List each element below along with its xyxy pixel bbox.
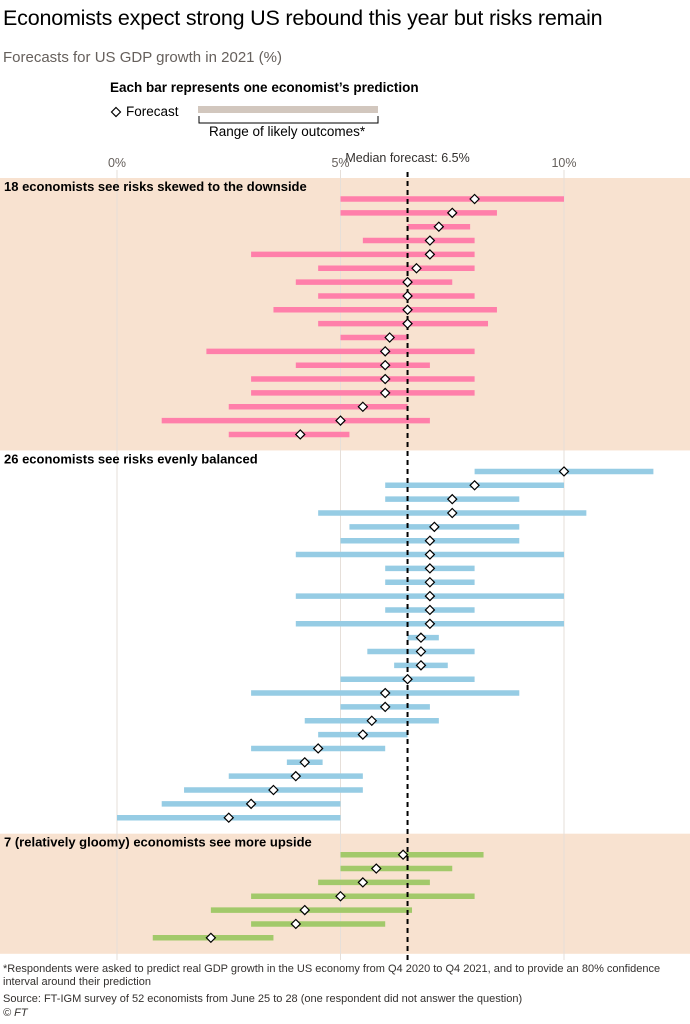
footnote: *Respondents were asked to predict real … [3, 963, 661, 988]
forecast-marker [424, 576, 436, 588]
forecast-marker [379, 701, 391, 713]
forecast-marker [415, 632, 427, 643]
forecast-marker [379, 687, 391, 699]
forecast-marker [384, 332, 396, 343]
chart-subtitle: Forecasts for US GDP growth in 2021 (%) [3, 49, 282, 66]
forecast-marker [411, 262, 422, 274]
forecast-marker [402, 290, 413, 302]
forecast-marker [469, 479, 480, 491]
forecast-marker [205, 932, 217, 944]
forecast-marker [268, 784, 279, 796]
forecast-marker [424, 563, 436, 574]
group-label-balanced: 26 economists see risks evenly balanced [4, 451, 258, 466]
forecast-marker [357, 877, 369, 888]
forecast-marker [424, 549, 436, 560]
forecast-marker [379, 373, 391, 385]
forecast-marker [370, 863, 382, 874]
range-dot-chart: 0%0%5%5%10%10%18 economists see risks sk… [0, 106, 690, 960]
forecast-marker [397, 849, 409, 861]
forecast-marker [379, 346, 391, 357]
forecast-marker [299, 904, 311, 916]
legend-range-label: Range of likely outcomes* [209, 124, 366, 139]
legend-range-bracket [198, 116, 379, 124]
x-tick-label-top: 5% [331, 156, 349, 170]
forecast-marker [446, 493, 458, 505]
median-label: Median forecast: 6.5% [345, 151, 469, 165]
forecast-marker [357, 729, 369, 740]
forecast-marker [223, 812, 235, 824]
forecast-marker [415, 646, 427, 657]
legend-forecast-diamond [110, 106, 122, 118]
forecast-marker [402, 318, 413, 329]
forecast-marker [402, 276, 413, 288]
chart-title: Economists expect strong US rebound this… [3, 6, 603, 30]
forecast-marker [424, 618, 436, 630]
forecast-marker [245, 798, 257, 810]
forecast-marker [366, 715, 378, 727]
forecast-marker [335, 890, 346, 902]
forecast-marker [312, 743, 324, 754]
forecast-marker [429, 521, 440, 533]
forecast-marker [424, 590, 436, 602]
forecast-marker [402, 673, 413, 685]
forecast-marker [379, 387, 391, 399]
forecast-marker [424, 249, 436, 260]
forecast-marker [357, 401, 369, 413]
forecast-marker [446, 207, 458, 219]
x-tick-label-top: 10% [551, 156, 576, 170]
group-label-upside: 7 (relatively gloomy) economists see mor… [4, 835, 312, 850]
forecast-marker [290, 918, 302, 930]
forecast-marker [294, 429, 306, 440]
forecast-marker [402, 304, 413, 316]
forecast-marker [424, 235, 436, 246]
legend-forecast-label: Forecast [126, 104, 179, 119]
legend-heading: Each bar represents one economist’s pred… [110, 80, 419, 95]
forecast-marker [469, 193, 480, 205]
ft-credit: © FT [3, 1007, 28, 1019]
forecast-marker [558, 466, 570, 477]
group-band-downside [0, 178, 690, 451]
x-tick-label-top: 0% [108, 156, 126, 170]
source-line: Source: FT-IGM survey of 52 economists f… [3, 993, 523, 1005]
forecast-marker [415, 660, 427, 671]
forecast-marker [335, 415, 346, 426]
forecast-marker [424, 535, 436, 547]
legend-range-bar [198, 106, 378, 113]
group-label-downside: 18 economists see risks skewed to the do… [4, 179, 307, 194]
forecast-marker [424, 604, 436, 616]
forecast-marker [379, 359, 391, 371]
forecast-marker [446, 507, 458, 519]
forecast-marker [290, 770, 302, 782]
forecast-marker [299, 756, 311, 768]
forecast-marker [433, 221, 445, 233]
